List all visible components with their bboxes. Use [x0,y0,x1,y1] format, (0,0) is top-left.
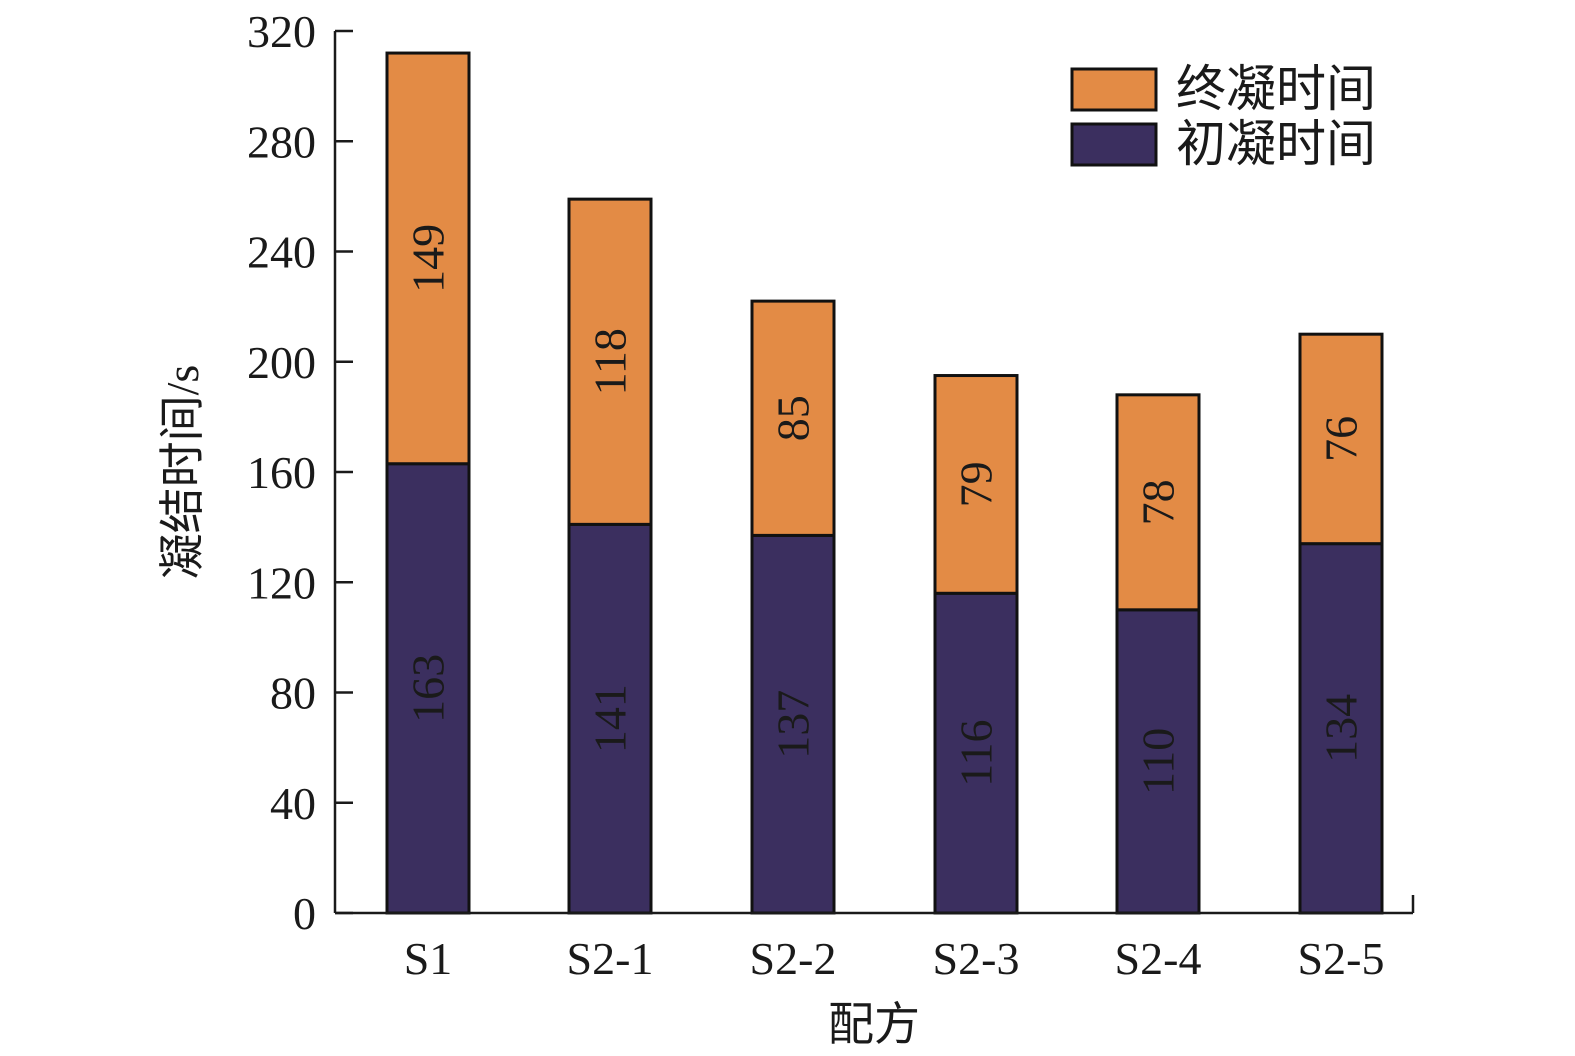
data-label: 137 [768,690,819,759]
data-label: 134 [1316,694,1367,763]
y-tick-label: 120 [247,557,316,608]
legend-label: 初凝时间 [1176,116,1376,172]
x-tick-label: S2-5 [1298,933,1385,984]
x-tick-label: S2-1 [567,933,654,984]
x-tick-label: S1 [404,933,453,984]
data-label: 79 [951,461,1002,507]
bar-segment [385,462,471,915]
y-tick-label: 80 [270,668,316,719]
bars-layer: 163 149 141 118 137 85 116 79 110 78 134 76 [385,51,1384,915]
x-tick-label: S2-3 [933,933,1020,984]
data-label: 76 [1316,416,1367,462]
data-label: 78 [1133,479,1184,525]
y-tick-label: 160 [247,447,316,498]
data-label: 110 [1133,728,1184,795]
legend-label: 终凝时间 [1176,61,1376,117]
bar-segment [1298,542,1384,915]
bar-segment [1115,393,1201,612]
data-label: 116 [951,719,1002,786]
y-tick-label: 320 [247,6,316,57]
data-label: 141 [585,684,636,753]
y-tick-label: 200 [247,337,316,388]
legend-swatch [1070,122,1158,167]
data-label: 163 [403,654,454,723]
x-tick-labels: S1 S2-1 S2-2 S2-3 S2-4 S2-5 [404,933,1385,984]
y-tick-label: 0 [293,888,316,939]
bar-segment [750,299,836,537]
bar-segment [933,374,1019,595]
x-tick-label: S2-2 [750,933,837,984]
y-tick-label: 40 [270,778,316,829]
bar-segment [567,197,653,526]
bar-segment [385,51,471,466]
legend-swatch [1070,67,1158,112]
data-label: 118 [585,328,636,395]
y-tick-label: 240 [247,227,316,278]
data-label: 85 [768,395,819,441]
y-ticks: 0 40 80 120 160 200 240 280 320 [247,6,353,939]
x-tick-label: S2-4 [1115,933,1202,984]
y-axis-title: 凝结时间/s [157,365,208,580]
y-tick-label: 280 [247,116,316,167]
x-axis-title: 配方 [828,999,920,1050]
bar-segment [1298,332,1384,546]
data-label: 149 [403,224,454,293]
